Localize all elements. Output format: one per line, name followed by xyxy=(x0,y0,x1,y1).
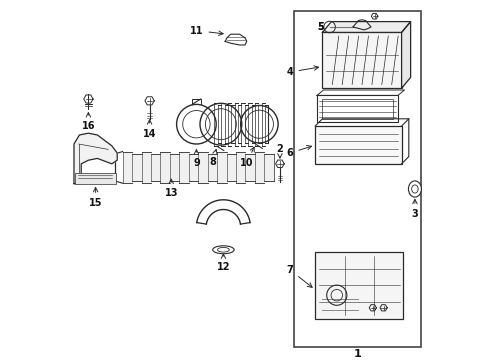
Ellipse shape xyxy=(409,181,421,197)
Text: 12: 12 xyxy=(217,254,230,272)
Text: 11: 11 xyxy=(190,26,223,36)
Text: 10: 10 xyxy=(240,147,254,168)
Text: 5: 5 xyxy=(318,22,324,32)
Text: 15: 15 xyxy=(89,188,102,208)
Polygon shape xyxy=(402,22,411,88)
Text: 4: 4 xyxy=(287,66,318,77)
Text: 9: 9 xyxy=(193,150,200,168)
Ellipse shape xyxy=(412,185,418,193)
Polygon shape xyxy=(322,22,411,32)
Text: 2: 2 xyxy=(276,144,283,158)
Text: 3: 3 xyxy=(412,199,418,219)
Bar xyxy=(75,173,117,184)
Text: 1: 1 xyxy=(353,348,361,359)
Bar xyxy=(315,126,402,164)
Ellipse shape xyxy=(213,246,234,254)
Ellipse shape xyxy=(218,247,229,252)
Text: 5: 5 xyxy=(318,22,324,32)
Bar xyxy=(322,32,402,88)
Bar xyxy=(317,95,398,122)
Bar xyxy=(322,99,392,119)
Polygon shape xyxy=(74,133,117,184)
Bar xyxy=(294,11,421,347)
Bar xyxy=(315,252,403,319)
Text: 8: 8 xyxy=(209,149,217,167)
Text: 16: 16 xyxy=(82,113,95,131)
Text: 7: 7 xyxy=(287,265,312,287)
Text: 13: 13 xyxy=(165,179,178,198)
Text: 6: 6 xyxy=(287,145,312,158)
Text: 14: 14 xyxy=(143,120,156,139)
